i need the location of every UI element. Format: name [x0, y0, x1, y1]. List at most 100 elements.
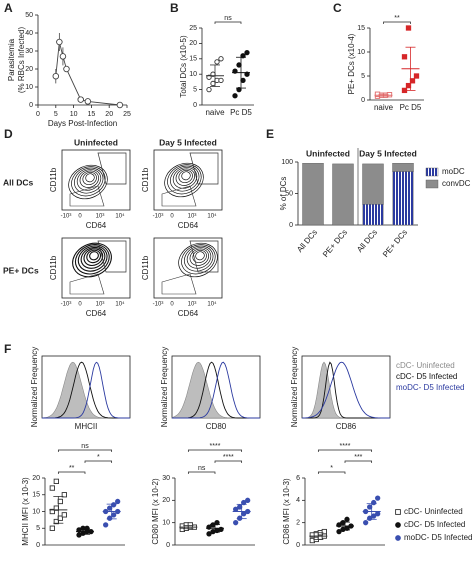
row-title: PE+ DCs — [3, 265, 39, 275]
data-point — [241, 499, 247, 506]
group-label: Day 5 Infected — [359, 148, 417, 158]
panel-letter: F — [4, 342, 11, 356]
data-point — [240, 53, 246, 59]
group-label: Uninfected — [306, 148, 350, 158]
y-tick-label: 6 — [296, 475, 300, 482]
significance-bracket — [214, 21, 242, 24]
data-point — [375, 511, 381, 517]
y-tick-label: 5 — [36, 525, 40, 532]
y-axis-label: Normalized Frequency — [290, 347, 299, 427]
contour — [195, 251, 205, 261]
data-point — [59, 53, 67, 60]
x-tick-label: naive — [374, 103, 394, 112]
data-point — [61, 492, 67, 498]
data-point — [115, 498, 121, 505]
y-tick-label: 10 — [189, 71, 197, 78]
x-tick-label: 0 — [78, 214, 82, 220]
x-axis-label: CD64 — [178, 309, 199, 318]
legend-label: moDC- D5 Infected — [404, 533, 472, 542]
data-point — [84, 98, 92, 105]
y-tick-label: 50 — [285, 190, 293, 197]
y-tick-label: 5 — [193, 86, 197, 93]
data-point — [405, 25, 412, 31]
bar-segment — [362, 204, 384, 226]
data-point — [336, 528, 342, 535]
y-axis-label: Normalized Frequency — [160, 347, 169, 427]
data-point — [107, 515, 113, 521]
significance-label: *** — [354, 454, 362, 461]
data-point — [218, 56, 224, 62]
contour — [172, 167, 198, 189]
y-tick-label: 0 — [166, 542, 170, 549]
data-point — [49, 525, 55, 531]
gate — [97, 240, 127, 273]
y-axis-label: % of DCs — [279, 177, 288, 211]
significance-label: * — [97, 454, 100, 461]
y-axis-label: CD11b — [49, 167, 58, 192]
y-tick-label: 0 — [289, 222, 293, 229]
legend-swatch — [425, 167, 439, 177]
x-tick-label: 10³ — [96, 214, 105, 220]
y-tick-label: 50 — [25, 12, 33, 19]
y-tick-label: 4 — [296, 497, 300, 504]
x-axis-label: MHCII — [75, 422, 98, 431]
y-tick-label: 30 — [25, 48, 33, 55]
bar-segment — [302, 163, 324, 226]
bar-segment — [392, 163, 414, 172]
contour — [79, 170, 100, 188]
data-point — [206, 531, 212, 537]
legend-label: moDC- D5 Infected — [396, 383, 464, 392]
contour — [189, 248, 210, 266]
legend-marker — [395, 522, 401, 528]
contour — [85, 173, 95, 183]
contour — [175, 168, 196, 186]
x-tick-label: -10³ — [153, 302, 164, 308]
significance-label: ** — [69, 465, 75, 472]
contour — [186, 247, 212, 269]
significance-bracket — [383, 21, 411, 24]
legend-marker — [395, 535, 401, 541]
contour — [86, 249, 102, 264]
data-point — [210, 80, 216, 87]
data-point — [233, 520, 239, 526]
data-point — [52, 72, 60, 80]
contour — [73, 167, 104, 194]
y-tick-label: 0 — [296, 542, 300, 549]
x-tick-label: 10³ — [188, 302, 197, 308]
x-axis-label: CD80 — [206, 422, 227, 431]
y-tick-label: 20 — [25, 66, 33, 73]
x-axis-label: CD86 — [336, 422, 357, 431]
data-point — [214, 59, 220, 65]
bar-segment — [332, 163, 354, 226]
significance-label: **** — [340, 443, 351, 450]
x-tick-label: 10³ — [188, 214, 197, 220]
histogram — [42, 361, 130, 419]
data-point — [409, 78, 416, 84]
data-point — [63, 65, 70, 73]
contour — [77, 245, 108, 272]
data-point — [111, 512, 117, 518]
data-point — [57, 498, 63, 505]
significance-bracket — [344, 460, 373, 463]
contour — [181, 171, 191, 181]
contour — [80, 246, 106, 269]
gate — [97, 152, 127, 185]
contour — [164, 162, 204, 198]
significance-bracket — [57, 449, 113, 452]
data-point — [405, 82, 412, 89]
significance-label: ns — [81, 443, 89, 450]
x-tick-label: 15 — [88, 111, 96, 118]
data-point — [103, 522, 109, 528]
data-point — [237, 515, 243, 521]
histogram — [301, 361, 390, 419]
y-tick-label: 0 — [361, 97, 365, 104]
contour — [74, 244, 110, 275]
gate — [189, 152, 219, 185]
data-point — [237, 504, 243, 510]
x-tick-label: 10 — [70, 111, 78, 118]
data-point — [245, 497, 251, 503]
contour — [83, 248, 104, 267]
significance-label: **** — [223, 454, 234, 461]
x-tick-label: 10⁴ — [207, 301, 217, 308]
